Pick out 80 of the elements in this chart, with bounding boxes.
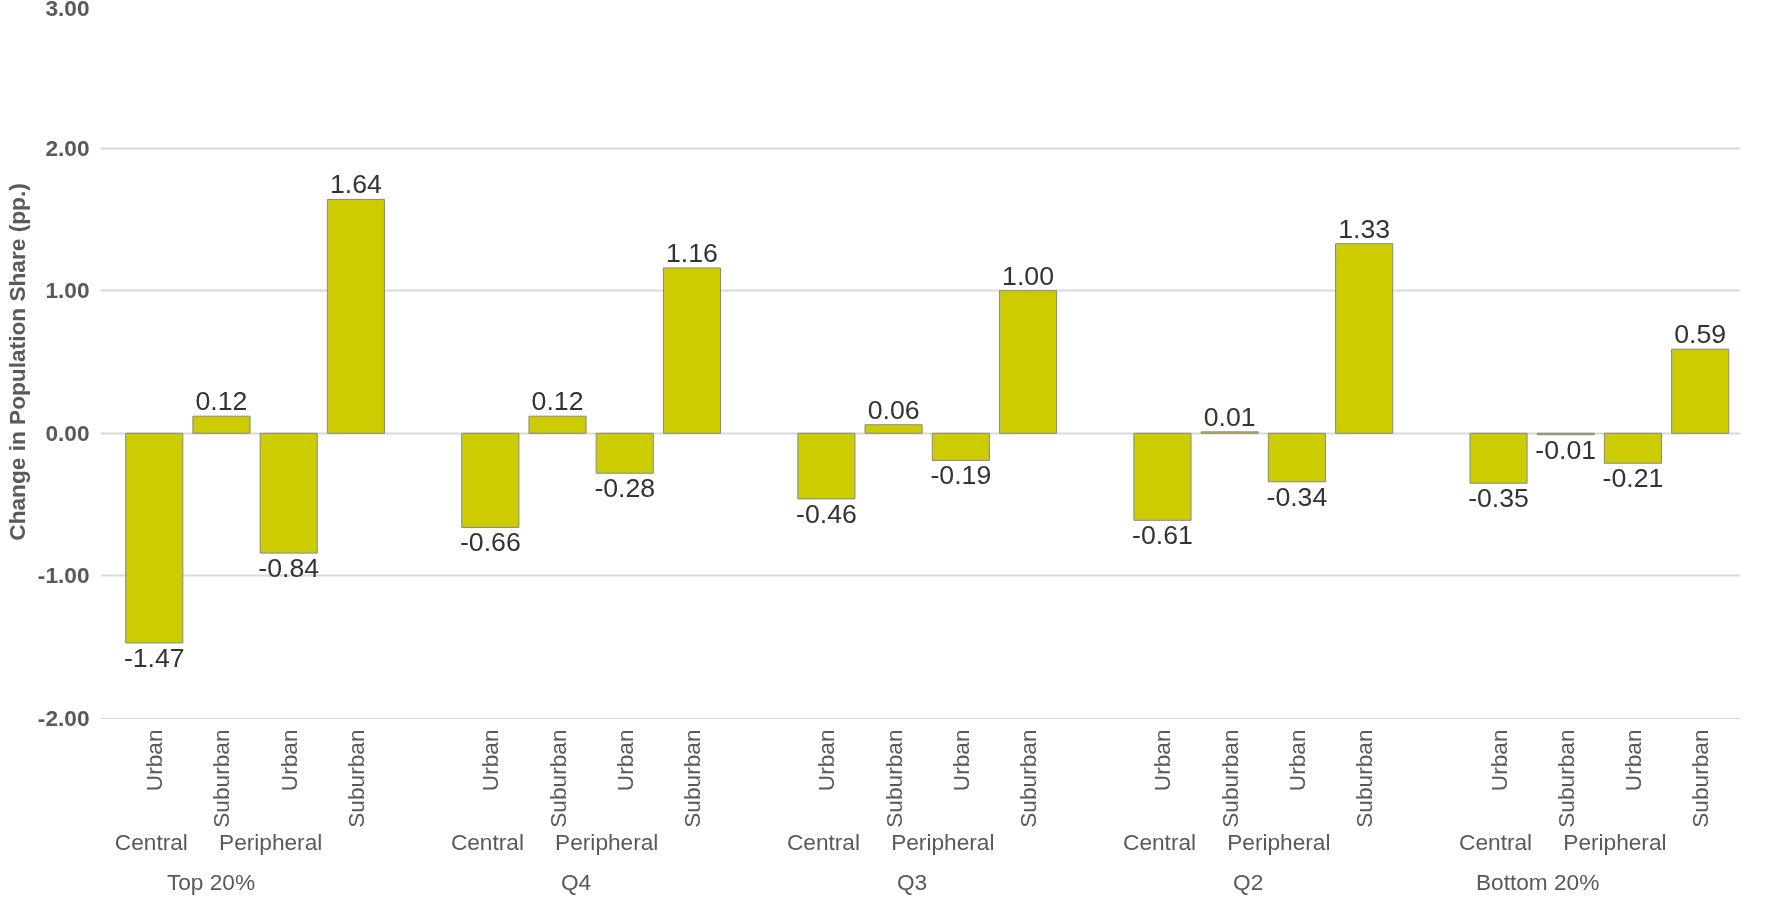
y-tick-label: 0.00 xyxy=(45,419,90,446)
data-label: 0.01 xyxy=(1203,401,1256,432)
text: Central xyxy=(1123,828,1197,855)
data-label: -0.46 xyxy=(796,498,857,529)
bar xyxy=(259,432,318,554)
text: Central xyxy=(450,828,524,855)
data-label: -0.34 xyxy=(1266,481,1328,512)
text: Peripheral xyxy=(1227,828,1331,855)
bar xyxy=(528,415,587,434)
text: Peripheral xyxy=(555,828,659,855)
bar xyxy=(125,432,184,644)
x-tick-label: Top 20% xyxy=(166,868,256,895)
text: Urban xyxy=(947,729,974,792)
text: Urban xyxy=(1619,729,1646,792)
x-tick-label: Q3 xyxy=(897,868,928,895)
text: Suburban xyxy=(1216,729,1243,828)
bar xyxy=(797,432,856,500)
text: Urban xyxy=(1149,729,1176,792)
text: Urban xyxy=(1283,729,1310,792)
text: Urban xyxy=(1485,729,1512,792)
data-label: -1.47 xyxy=(123,642,185,673)
x-tick-label: Bottom 20% xyxy=(1475,868,1600,895)
bar xyxy=(192,415,251,434)
bar xyxy=(595,432,654,474)
bar xyxy=(461,432,520,528)
x-tick-label: Q4 xyxy=(560,868,592,895)
y-tick-label: 3.00 xyxy=(45,0,90,21)
text: Central xyxy=(114,828,188,855)
y-tick-label: 2.00 xyxy=(45,134,90,161)
data-label: -0.66 xyxy=(459,527,521,558)
text: Suburban xyxy=(1687,729,1714,828)
text: Suburban xyxy=(880,729,907,828)
x-tick-label: Q2 xyxy=(1233,868,1264,895)
y-tick-label: 1.00 xyxy=(45,277,90,304)
text: Urban xyxy=(141,729,168,792)
bar xyxy=(1603,432,1663,464)
text: Central xyxy=(1459,828,1533,855)
data-label: -0.61 xyxy=(1132,520,1193,551)
text: Suburban xyxy=(1015,729,1042,828)
text: Urban xyxy=(275,729,302,792)
text: Urban xyxy=(813,729,840,792)
text: Suburban xyxy=(1351,729,1378,828)
data-label: -0.84 xyxy=(258,553,320,584)
text: Peripheral xyxy=(891,828,995,855)
data-label: -0.21 xyxy=(1602,463,1664,494)
text: Central xyxy=(786,828,861,855)
bar xyxy=(931,432,990,461)
text: Peripheral xyxy=(219,828,323,855)
text: Urban xyxy=(477,729,504,792)
text: Suburban xyxy=(544,729,571,828)
text: Suburban xyxy=(678,729,705,828)
bar xyxy=(662,267,722,434)
data-label: -0.19 xyxy=(930,460,992,491)
data-label: 0.59 xyxy=(1674,319,1727,350)
y-tick-label: -2.00 xyxy=(37,705,90,731)
data-label: 1.33 xyxy=(1338,213,1391,244)
data-label: 0.12 xyxy=(195,386,248,417)
data-label: -0.28 xyxy=(594,473,656,504)
bar xyxy=(326,198,385,434)
data-label: 1.64 xyxy=(329,169,383,200)
data-label: -0.35 xyxy=(1468,483,1529,514)
text: Suburban xyxy=(208,729,235,828)
text: Suburban xyxy=(1552,729,1579,828)
bar xyxy=(864,424,923,434)
text: Urban xyxy=(611,729,638,792)
bar xyxy=(1335,243,1394,434)
bar xyxy=(1267,432,1326,483)
data-label: 0.12 xyxy=(531,386,584,417)
bar xyxy=(998,290,1058,434)
data-label: 0.06 xyxy=(867,394,920,425)
y-tick-label: -1.00 xyxy=(37,562,90,589)
data-label: 1.16 xyxy=(666,237,718,268)
y-axis-title: Change in Population Share (pp.) xyxy=(3,183,30,541)
data-label: 1.00 xyxy=(1002,260,1054,291)
text: Suburban xyxy=(342,729,369,828)
data-label: -0.01 xyxy=(1535,434,1597,465)
text: Peripheral xyxy=(1563,828,1667,855)
bar xyxy=(1671,348,1730,434)
bar xyxy=(1469,432,1528,484)
bar xyxy=(1133,432,1192,521)
